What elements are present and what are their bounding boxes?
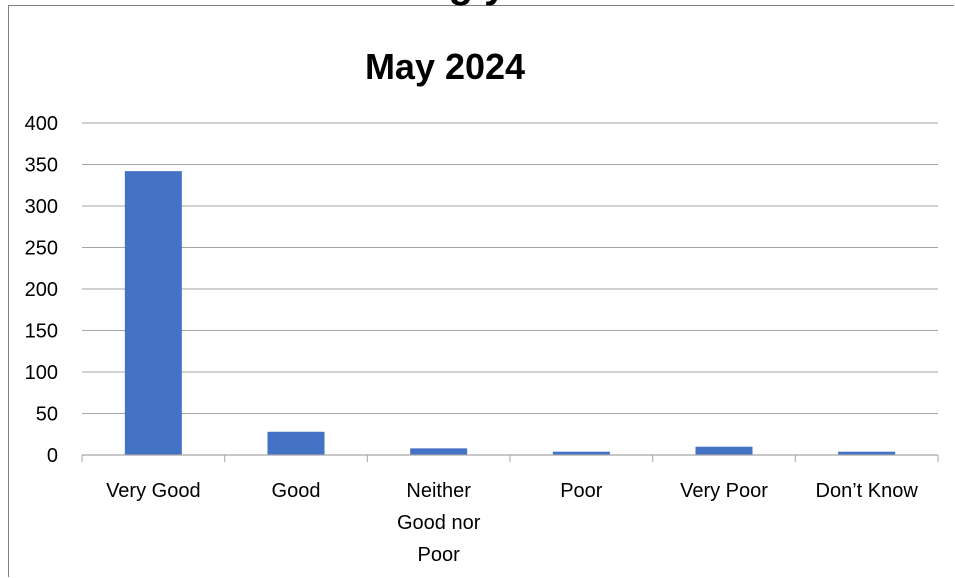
- x-axis-labels: Very Good Good Neither Good nor Poor Poor Very…: [106, 480, 918, 566]
- gridlines: [82, 122, 938, 414]
- y-axis-ticks: 0 50 100 150 200 250 300 350 400: [25, 113, 58, 467]
- y-tick-label: 350: [25, 155, 58, 177]
- bar: [124, 171, 182, 455]
- y-tick-label: 0: [47, 445, 58, 467]
- bars: [124, 171, 896, 455]
- y-tick-label: 150: [25, 321, 58, 343]
- chart-frame: [8, 5, 954, 577]
- x-category-label: Good: [272, 480, 321, 502]
- y-tick-label: 300: [25, 196, 58, 218]
- bar: [552, 451, 610, 455]
- bar: [267, 431, 325, 455]
- x-category-label: Very Poor: [680, 480, 768, 502]
- y-tick-label: 200: [25, 279, 58, 301]
- bar: [410, 448, 468, 455]
- x-category-label: Very Good: [106, 480, 201, 502]
- clipped-heading: g y: [0, 0, 955, 7]
- x-category-label: Poor: [560, 480, 603, 502]
- y-tick-label: 250: [25, 238, 58, 260]
- y-tick-label: 50: [36, 404, 58, 426]
- x-axis: [81, 454, 939, 462]
- y-tick-label: 400: [25, 113, 58, 135]
- chart-title: May 2024: [364, 46, 526, 87]
- x-category-label: Neither Good nor Poor: [397, 480, 481, 566]
- bar: [695, 446, 753, 455]
- y-tick-label: 100: [25, 362, 58, 384]
- x-category-label: Don’t Know: [816, 480, 919, 502]
- bar: [838, 451, 896, 455]
